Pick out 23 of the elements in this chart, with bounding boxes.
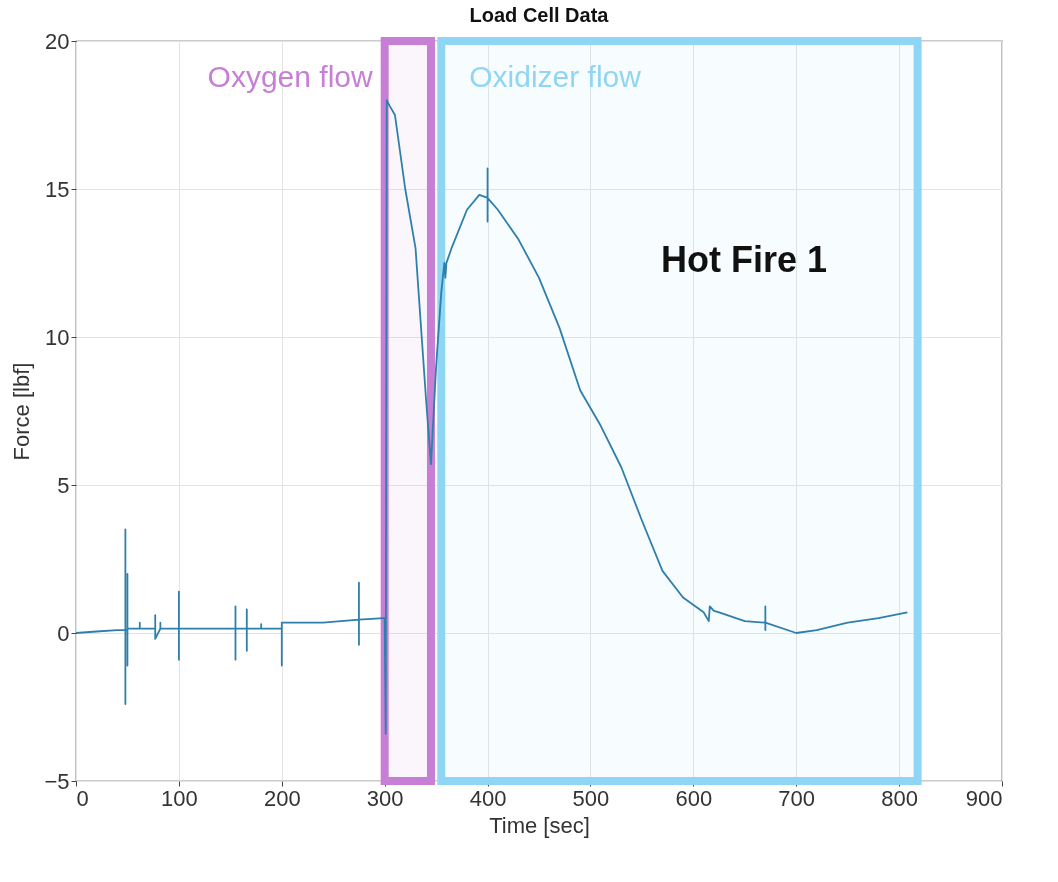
band-label: Oxygen flow	[207, 60, 373, 93]
chart-title: Load Cell Data	[469, 4, 610, 26]
y-tick-label: 10	[45, 324, 70, 350]
x-tick-label: 0	[76, 785, 89, 811]
annotation: Hot Fire 1	[661, 239, 828, 280]
x-tick-label: 700	[778, 785, 816, 811]
x-tick-label: 900	[965, 785, 1003, 811]
band-label: Oxidizer flow	[469, 60, 642, 93]
x-tick-label: 600	[675, 785, 713, 811]
y-tick-label: 20	[45, 28, 70, 54]
y-tick-label: 5	[57, 472, 70, 498]
y-axis-title: Force [lbf]	[9, 362, 35, 461]
x-axis-title: Time [sec]	[489, 812, 590, 838]
x-tick-label: 300	[366, 785, 404, 811]
x-tick-label: 800	[881, 785, 918, 811]
x-tick-label: 100	[161, 785, 198, 811]
y-tick-label: 0	[57, 620, 70, 646]
x-tick-label: 500	[572, 785, 610, 811]
y-tick-label: 15	[45, 176, 70, 202]
line-series	[76, 99, 909, 735]
x-tick-label: 400	[469, 785, 507, 811]
y-tick-label: −5	[44, 768, 70, 794]
x-tick-label: 200	[263, 785, 301, 811]
